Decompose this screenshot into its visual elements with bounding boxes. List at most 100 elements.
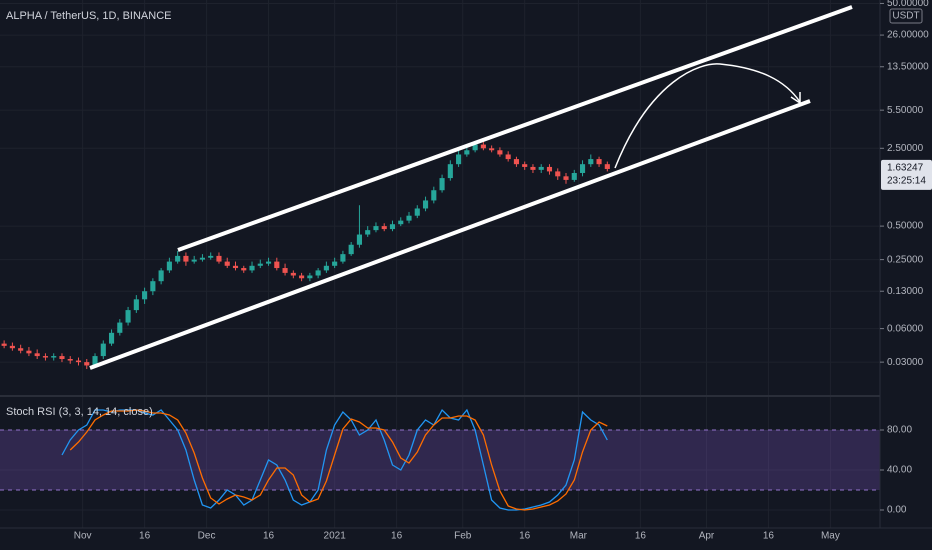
y-tick-label: 13.50000 [887, 61, 929, 72]
candle-body [26, 350, 32, 354]
candle-body [249, 265, 255, 271]
forecast-arrowhead [790, 92, 801, 105]
candle-body [489, 148, 495, 151]
candle-body [166, 261, 172, 271]
candle-body [142, 291, 148, 300]
candle-body [497, 150, 503, 155]
candle-body [216, 255, 222, 262]
candle-body [34, 353, 40, 357]
y-tick-label: 0.06000 [887, 323, 924, 334]
candle-body [133, 299, 139, 311]
candle-body [381, 226, 387, 230]
candle-body [588, 159, 594, 165]
candle-body [439, 178, 445, 191]
candle-body [431, 190, 437, 201]
candle-body [373, 226, 379, 231]
y-tick-label: 50.00000 [887, 0, 929, 9]
candle-body [571, 172, 577, 180]
candle-body [232, 265, 239, 269]
candle-body [158, 270, 164, 282]
candle-body [505, 154, 511, 160]
candle-body [125, 310, 131, 323]
y-tick-label: 0.50000 [887, 221, 924, 232]
y-tick-label: 0.00 [887, 505, 907, 516]
candle-body [150, 281, 156, 292]
candle-body [1, 343, 7, 346]
candle-body [522, 164, 528, 167]
drawings [89, 5, 853, 370]
forecast-arc [614, 63, 801, 169]
candle-body [579, 164, 586, 173]
x-tick-label: 16 [391, 531, 403, 542]
candle-body [67, 359, 73, 361]
candle-body [356, 234, 362, 245]
candle-body [274, 261, 280, 269]
candle-body [323, 265, 329, 271]
x-tick-label: 16 [139, 531, 151, 542]
candle-body [290, 272, 296, 276]
candle-body [191, 259, 197, 262]
candle-body [555, 171, 561, 177]
candle-body [265, 261, 272, 264]
candle-body [315, 270, 321, 276]
grid [0, 0, 880, 528]
candle-body [422, 200, 429, 209]
candle-body [257, 263, 263, 266]
candle-body [480, 144, 486, 149]
candle-body [389, 224, 396, 230]
last-price-label: 1.63247 [887, 163, 924, 174]
x-tick-label: Feb [454, 531, 472, 542]
currency-box [889, 8, 923, 24]
candle-body [224, 261, 230, 266]
candle-body [472, 144, 478, 151]
y-tick-label: 26.00000 [887, 30, 929, 41]
candle-body [42, 356, 49, 358]
marks [1, 141, 610, 511]
candle-body [183, 255, 189, 262]
candle-body [406, 215, 412, 221]
candle-body [84, 362, 90, 366]
candle-body [59, 356, 65, 360]
candle-body [108, 332, 115, 344]
candle-body [117, 322, 123, 333]
candle-body [604, 164, 610, 169]
candle-body [199, 257, 206, 260]
candle-body [456, 154, 462, 165]
x-tick-label: Mar [570, 531, 588, 542]
candle-body [307, 275, 313, 279]
candle-body [241, 268, 247, 271]
countdown-label: 23:25:14 [887, 176, 926, 187]
candle-body [530, 166, 536, 170]
candle-body [282, 268, 288, 273]
x-tick-label: 16 [263, 531, 275, 542]
x-tick-label: 16 [635, 531, 647, 542]
indicator-line [61, 408, 608, 511]
y-tick-label: 80.00 [887, 425, 912, 436]
candle-body [538, 166, 544, 170]
candle-body [596, 159, 602, 165]
y-tick-label: 2.50000 [887, 143, 924, 154]
candle-body [348, 244, 354, 255]
candle-body [546, 166, 553, 172]
y-tick-label: 0.13000 [887, 286, 924, 297]
indicator-title: Stoch RSI (3, 3, 14, 14, close) [6, 406, 153, 418]
x-tick-label: Dec [198, 531, 216, 542]
candle-body [332, 261, 338, 266]
candle-body [51, 356, 57, 358]
candle-body [75, 360, 82, 363]
x-tick-label: Nov [74, 531, 92, 542]
y-tick-label: 5.50000 [887, 105, 924, 116]
upper-trend-line [177, 5, 853, 252]
indicator-line [69, 409, 608, 511]
chart-title: ALPHA / TetherUS, 1D, BINANCE [6, 10, 171, 22]
candle-body [563, 176, 569, 180]
candle-body [299, 275, 305, 279]
x-tick-label: 2021 [324, 531, 347, 542]
y-tick-label: 0.03000 [887, 357, 924, 368]
band-fill [0, 430, 880, 490]
x-tick-label: 16 [519, 531, 531, 542]
x-tick-label: May [821, 531, 840, 542]
candle-body [18, 348, 24, 351]
lower-trend-line [89, 99, 811, 370]
